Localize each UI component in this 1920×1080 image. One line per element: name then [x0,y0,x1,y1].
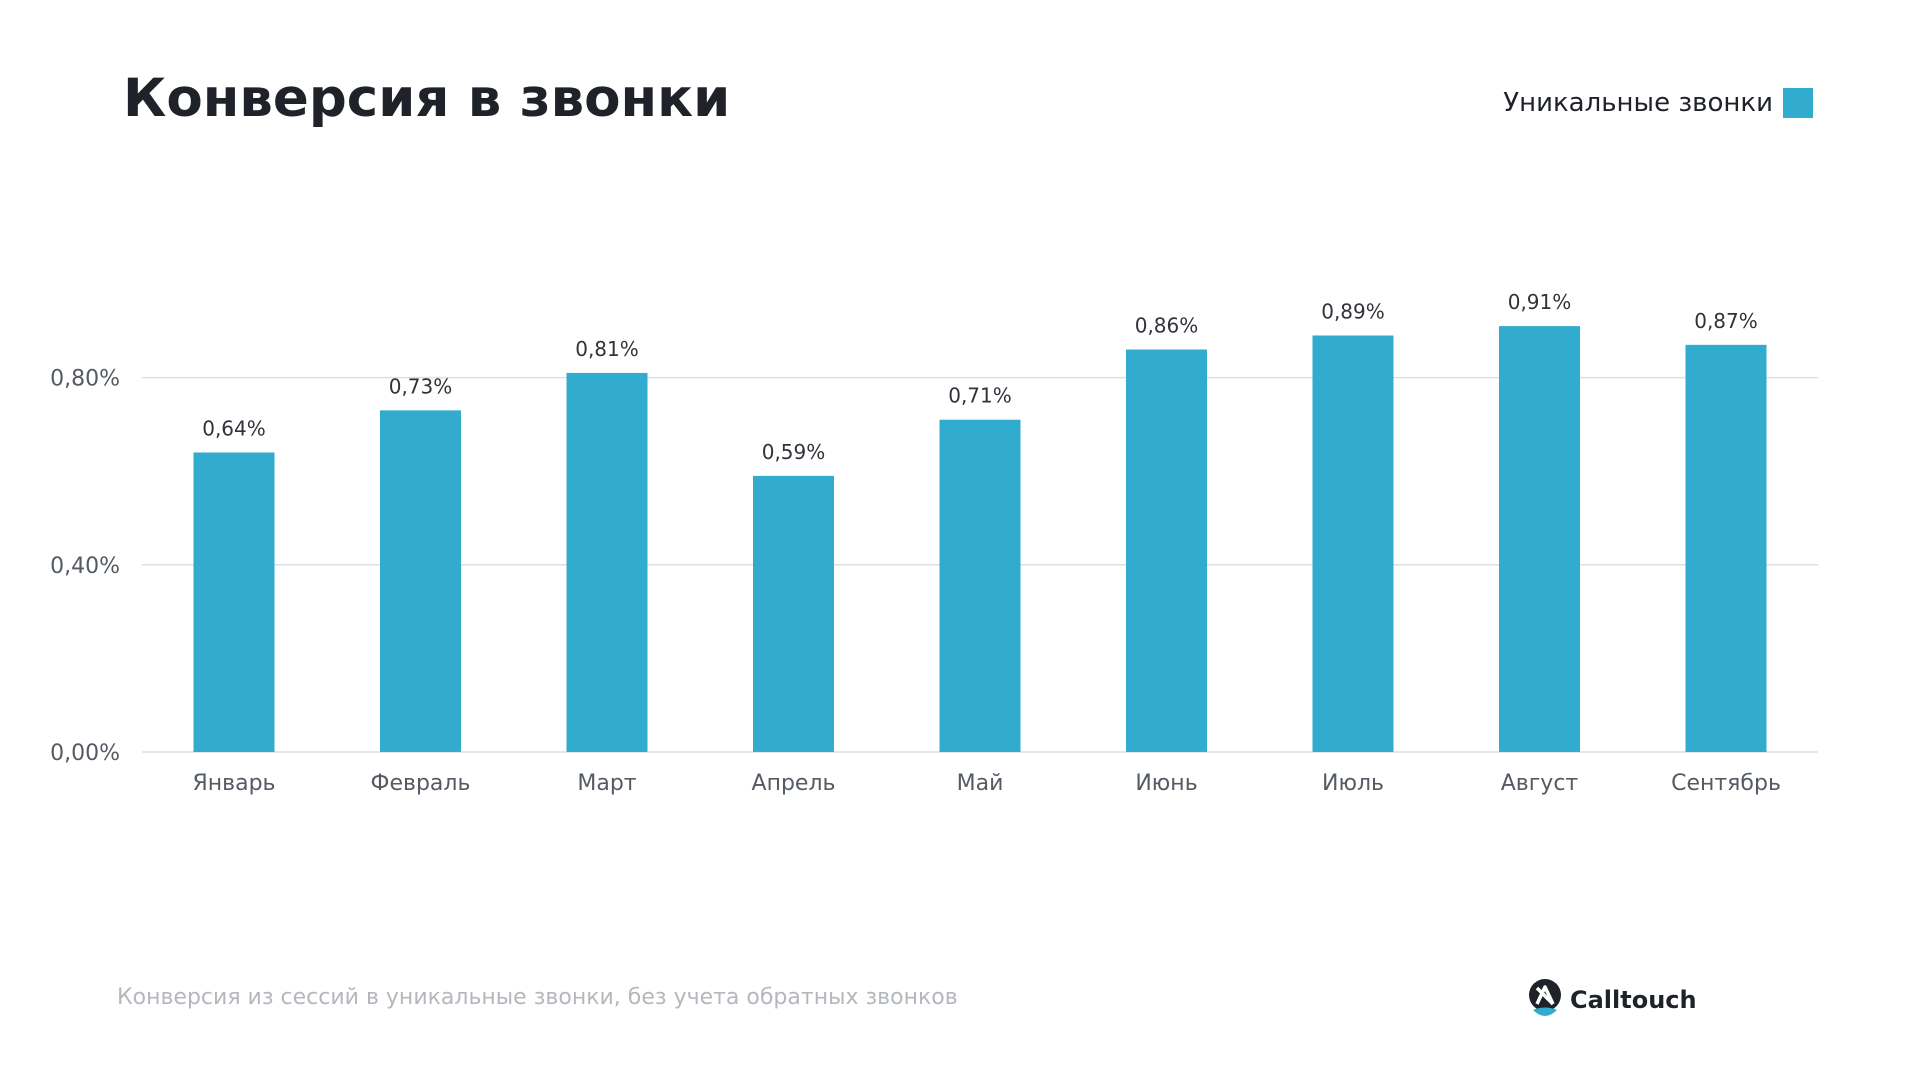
bar-5 [939,419,1021,752]
value-labels: 0,64% 0,73% 0,81% 0,59% 0,71% 0,86% 0,89% 0,91%… [202,290,1758,464]
bar-2 [380,410,461,752]
x-tick-label: Июнь [1135,771,1197,796]
bar-value-label: 0,81% [575,337,639,361]
x-tick-label: Сентябрь [1671,771,1781,796]
bar-7 [1312,335,1394,752]
calltouch-logo-icon [1528,978,1562,1022]
bars [193,326,1767,752]
brand: Calltouch [1528,978,1697,1022]
x-tick-label: Февраль [371,771,471,796]
x-tick-label: Май [957,771,1004,796]
y-tick-label: 0,40% [50,554,120,579]
y-tick-label: 0,00% [50,741,120,766]
legend: Уникальные звонки [1503,88,1813,118]
chart-title: Конверсия в звонки [123,68,731,129]
x-tick-label: Июль [1322,771,1384,796]
legend-swatch [1783,88,1813,118]
x-tick-label: Август [1501,771,1579,796]
bar-3 [566,372,648,752]
x-tick-label: Март [577,771,636,796]
bar-value-label: 0,91% [1508,290,1572,314]
bar-value-label: 0,64% [202,416,266,440]
x-tick-label: Апрель [752,771,836,796]
brand-name: Calltouch [1570,986,1697,1014]
bar-1 [193,452,275,752]
bar-value-label: 0,87% [1694,309,1758,333]
bar-value-label: 0,59% [762,440,826,464]
y-tick-label: 0,80% [50,367,120,392]
legend-label: Уникальные звонки [1503,88,1773,118]
bar-9 [1685,344,1767,752]
bar-value-label: 0,86% [1135,314,1199,338]
bar-value-label: 0,71% [948,384,1012,408]
bar-6 [1126,349,1207,752]
y-axis-ticks: 0,00% 0,40% 0,80% [50,367,120,766]
footnote: Конверсия из сессий в уникальные звонки,… [117,985,958,1010]
bar-value-label: 0,73% [389,374,453,398]
x-axis-labels: Январь Февраль Март Апрель Май Июнь Июль Август… [192,771,1780,796]
x-tick-label: Январь [192,771,275,796]
bar-8 [1499,326,1580,752]
bar-4 [753,475,834,752]
bar-value-label: 0,89% [1321,299,1385,323]
